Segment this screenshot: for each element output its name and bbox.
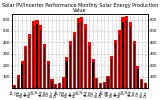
Bar — [115, 43, 116, 88]
Bar — [140, 79, 143, 88]
Bar — [36, 24, 38, 88]
Bar — [88, 42, 91, 88]
Bar — [89, 46, 90, 88]
Bar — [99, 83, 102, 88]
Bar — [129, 22, 132, 88]
Bar — [100, 84, 101, 88]
Bar — [84, 24, 87, 88]
Bar — [110, 56, 113, 88]
Bar — [13, 85, 16, 88]
Bar — [55, 85, 56, 88]
Bar — [130, 27, 131, 88]
Bar — [145, 83, 146, 88]
Bar — [39, 25, 42, 88]
Bar — [44, 47, 45, 88]
Bar — [33, 25, 34, 88]
Bar — [108, 77, 109, 88]
Title: Solar PV/Inverter Performance Monthly Solar Energy Production Value: Solar PV/Inverter Performance Monthly So… — [2, 3, 158, 13]
Bar — [85, 29, 86, 88]
Bar — [121, 17, 124, 88]
Bar — [104, 83, 105, 88]
Bar — [51, 81, 52, 88]
Bar — [133, 41, 136, 88]
Bar — [114, 40, 117, 88]
Bar — [92, 59, 95, 88]
Bar — [103, 82, 106, 88]
Bar — [40, 30, 41, 88]
Bar — [50, 80, 53, 88]
Bar — [47, 61, 50, 88]
Bar — [59, 84, 60, 88]
Bar — [18, 78, 19, 88]
Bar — [62, 77, 65, 88]
Bar — [65, 57, 68, 88]
Bar — [96, 80, 97, 88]
Bar — [81, 22, 82, 88]
Bar — [17, 75, 20, 88]
Bar — [144, 82, 147, 88]
Bar — [118, 30, 121, 88]
Bar — [20, 61, 24, 88]
Bar — [92, 62, 94, 88]
Bar — [32, 21, 35, 88]
Bar — [63, 79, 64, 88]
Bar — [111, 59, 112, 88]
Bar — [28, 34, 31, 88]
Bar — [136, 66, 140, 88]
Bar — [74, 36, 75, 88]
Bar — [141, 80, 142, 88]
Bar — [24, 46, 27, 88]
Bar — [69, 41, 72, 88]
Bar — [14, 86, 15, 88]
Bar — [43, 44, 46, 88]
Bar — [119, 34, 120, 88]
Bar — [36, 20, 39, 88]
Bar — [126, 20, 127, 88]
Bar — [25, 49, 26, 88]
Bar — [54, 84, 57, 88]
Bar — [58, 82, 61, 88]
Bar — [125, 16, 128, 88]
Bar — [78, 23, 79, 88]
Bar — [66, 61, 68, 88]
Bar — [70, 45, 71, 88]
Bar — [122, 22, 124, 88]
Bar — [77, 18, 80, 88]
Bar — [48, 64, 49, 88]
Bar — [21, 64, 23, 88]
Bar — [137, 69, 139, 88]
Bar — [29, 38, 30, 88]
Bar — [95, 78, 98, 88]
Bar — [80, 17, 83, 88]
Bar — [107, 76, 110, 88]
Bar — [73, 32, 76, 88]
Bar — [134, 44, 135, 88]
